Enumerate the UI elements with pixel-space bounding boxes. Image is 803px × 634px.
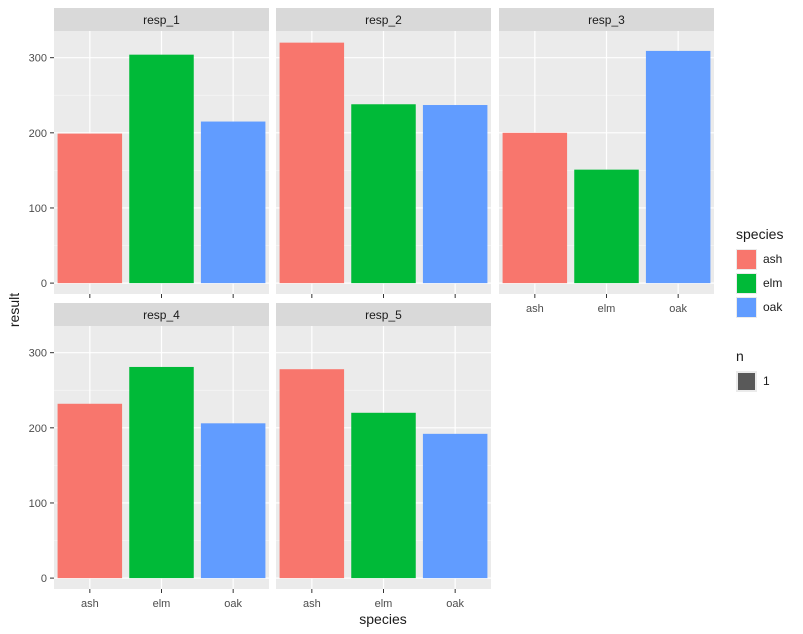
legend-title-species: species [736, 226, 784, 242]
bar-resp_1-oak [200, 121, 266, 284]
legend-label-ash: ash [763, 252, 783, 266]
y-tick-label: 300 [29, 348, 47, 360]
x-tick-label: oak [446, 598, 464, 610]
legend-item-n-1: 1 [736, 370, 770, 392]
legend-swatch-n [738, 372, 755, 390]
x-tick-label: oak [669, 303, 687, 315]
y-tick-label: 300 [29, 53, 47, 65]
bar-resp_3-ash [502, 132, 568, 284]
bar-resp_2-oak [422, 105, 488, 284]
legend-swatch-elm [737, 273, 756, 293]
legend-title-n: n [736, 348, 744, 364]
n-legend: n 1 [736, 348, 770, 394]
bar-resp_5-oak [422, 433, 488, 579]
x-tick-label: elm [375, 598, 393, 610]
y-tick-label: 0 [41, 278, 47, 290]
x-tick-label: elm [153, 598, 171, 610]
x-tick-label: ash [81, 598, 99, 610]
x-tick-label: elm [598, 303, 616, 315]
x-tick-label: ash [526, 303, 544, 315]
bar-resp_3-elm [574, 169, 639, 284]
bar-resp_5-ash [279, 369, 345, 579]
bar-resp_2-ash [279, 42, 345, 284]
y-tick-label: 0 [41, 573, 47, 585]
legend-label-n-1: 1 [763, 374, 770, 388]
legend-item-elm: elm [736, 272, 783, 294]
facet-strip-label: resp_4 [143, 308, 180, 322]
legend-label-oak: oak [763, 300, 783, 314]
y-tick-label: 200 [29, 128, 47, 140]
facet-strip-label: resp_2 [365, 13, 402, 27]
bar-resp_1-elm [129, 54, 194, 284]
facet-strip-label: resp_3 [588, 13, 625, 27]
y-tick-label: 200 [29, 423, 47, 435]
legend-label-elm: elm [763, 276, 783, 290]
x-tick-label: oak [224, 598, 242, 610]
bar-resp_4-ash [57, 403, 123, 579]
bar-resp_3-oak [645, 50, 711, 284]
x-axis-title: species [359, 611, 406, 627]
legend-swatch-ash [737, 249, 756, 269]
bar-resp_1-ash [57, 133, 123, 284]
legend-item-oak: oak [736, 296, 783, 318]
legend-item-ash: ash [736, 248, 783, 270]
y-tick-label: 100 [29, 203, 47, 215]
y-tick-label: 100 [29, 498, 47, 510]
facet-strip-resp_4 [54, 303, 269, 326]
facet-strip-label: resp_1 [143, 13, 180, 27]
facet-strip-resp_1 [54, 8, 269, 31]
species-legend: species ash elm oak [736, 226, 783, 320]
facet-strip-resp_3 [499, 8, 714, 31]
bar-resp_2-elm [351, 104, 416, 284]
y-axis-title: result [6, 293, 22, 327]
bar-resp_5-elm [351, 412, 416, 579]
bar-resp_4-elm [129, 366, 194, 579]
x-tick-label: ash [303, 598, 321, 610]
facet-strip-resp_5 [276, 303, 491, 326]
legend-swatch-oak [737, 297, 756, 317]
facet-strip-label: resp_5 [365, 308, 402, 322]
bar-resp_4-oak [200, 423, 266, 579]
facet-strip-resp_2 [276, 8, 491, 31]
